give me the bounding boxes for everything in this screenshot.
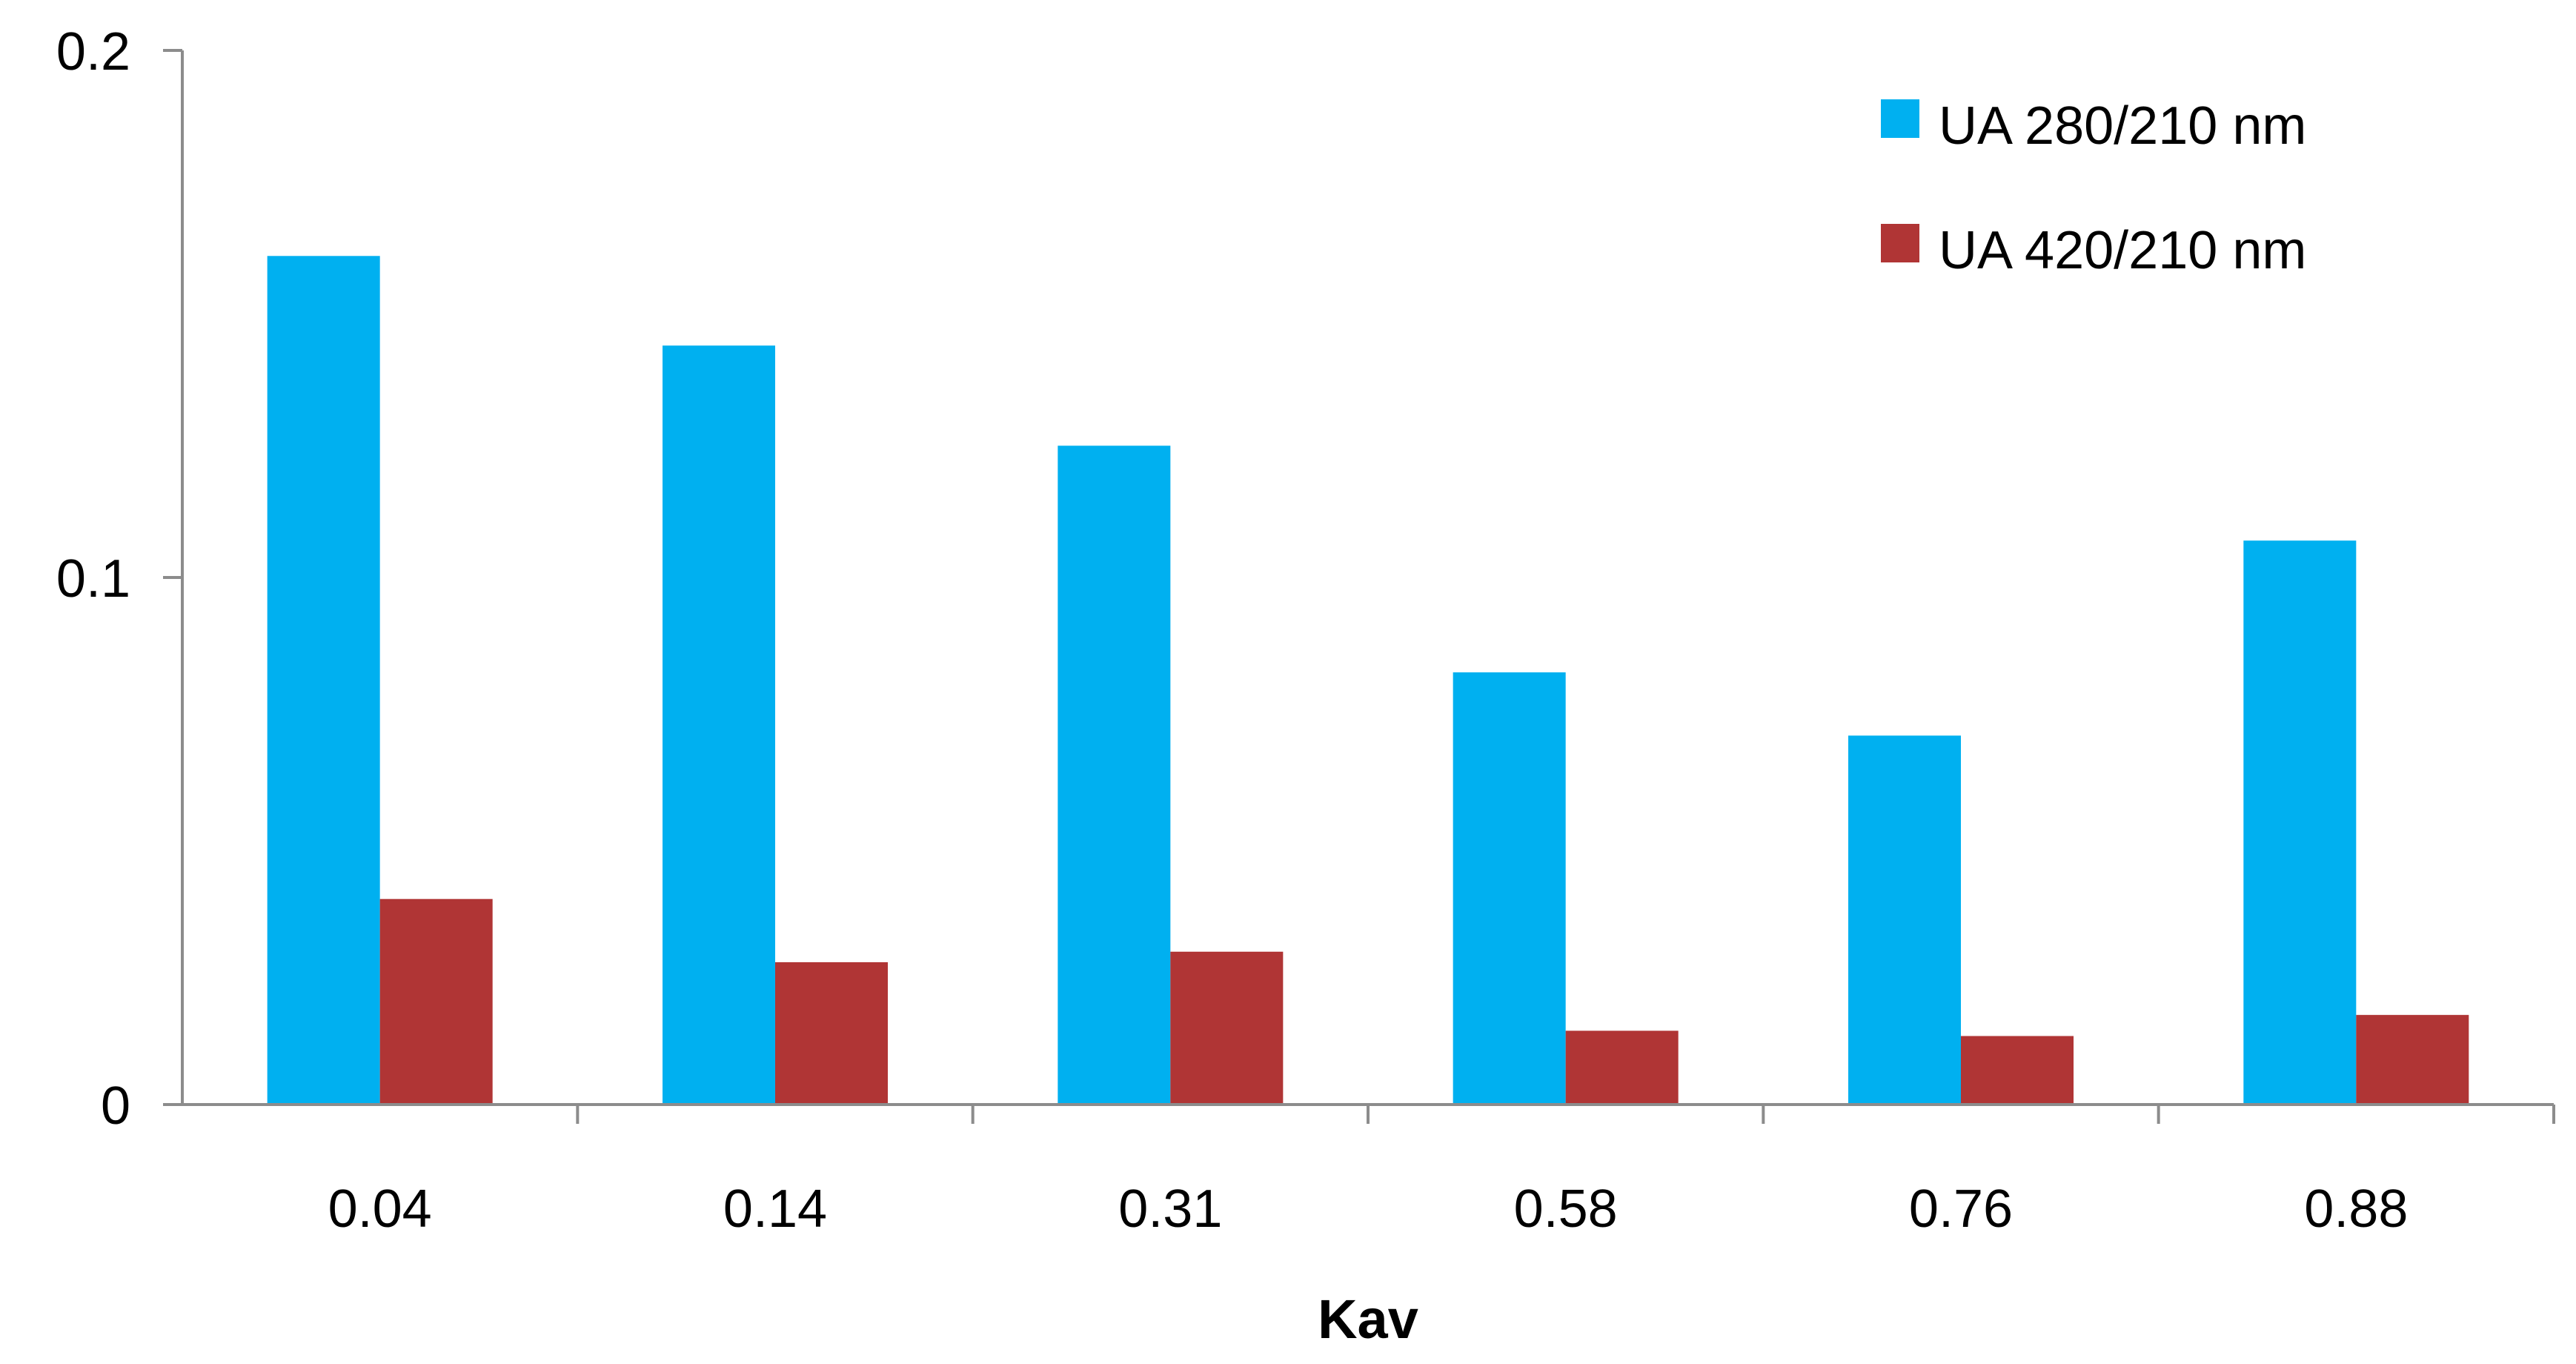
x-tick-label: 0.88 — [2304, 1179, 2408, 1239]
x-axis-title: Kav — [1318, 1288, 1418, 1350]
bar-ua-420-210-0.04 — [379, 898, 493, 1105]
bar-ua-280-210-0.76 — [1848, 735, 1961, 1105]
x-ticks-group: 0.04 0.14 0.31 0.58 0.76 0.88 — [328, 1105, 2555, 1239]
bar-ua-280-210-0.58 — [1453, 672, 1566, 1105]
bar-ua-280-210-0.88 — [2243, 540, 2357, 1105]
bar-ua-280-210-0.14 — [663, 345, 775, 1105]
y-tick-label: 0.2 — [56, 22, 130, 82]
legend-swatch — [1881, 99, 1919, 138]
legend: UA 280/210 nm UA 420/210 nm — [1881, 96, 2306, 280]
x-tick-label: 0.58 — [1514, 1179, 1618, 1239]
bar-ua-280-210-0.31 — [1058, 446, 1171, 1105]
y-tick-label: 0 — [101, 1076, 130, 1136]
x-tick-label: 0.31 — [1118, 1179, 1222, 1239]
bar-ua-420-210-0.31 — [1170, 951, 1284, 1105]
bar-ua-420-210-0.58 — [1565, 1030, 1679, 1105]
x-tick-label: 0.04 — [328, 1179, 432, 1239]
x-tick-label: 0.14 — [723, 1179, 827, 1239]
x-tick-label: 0.76 — [1909, 1179, 2013, 1239]
legend-swatch — [1881, 224, 1919, 262]
bar-ua-280-210-0.04 — [267, 256, 380, 1105]
bars-group — [267, 256, 2469, 1105]
legend-label: UA 420/210 nm — [1939, 221, 2306, 280]
bar-ua-420-210-0.76 — [1961, 1036, 2074, 1105]
bar-ua-420-210-0.14 — [775, 962, 888, 1105]
legend-label: UA 280/210 nm — [1939, 96, 2306, 156]
y-tick-label: 0.1 — [56, 549, 130, 609]
y-ticks-group: 0 0.1 0.2 — [56, 22, 182, 1136]
bar-ua-420-210-0.88 — [2356, 1015, 2469, 1105]
